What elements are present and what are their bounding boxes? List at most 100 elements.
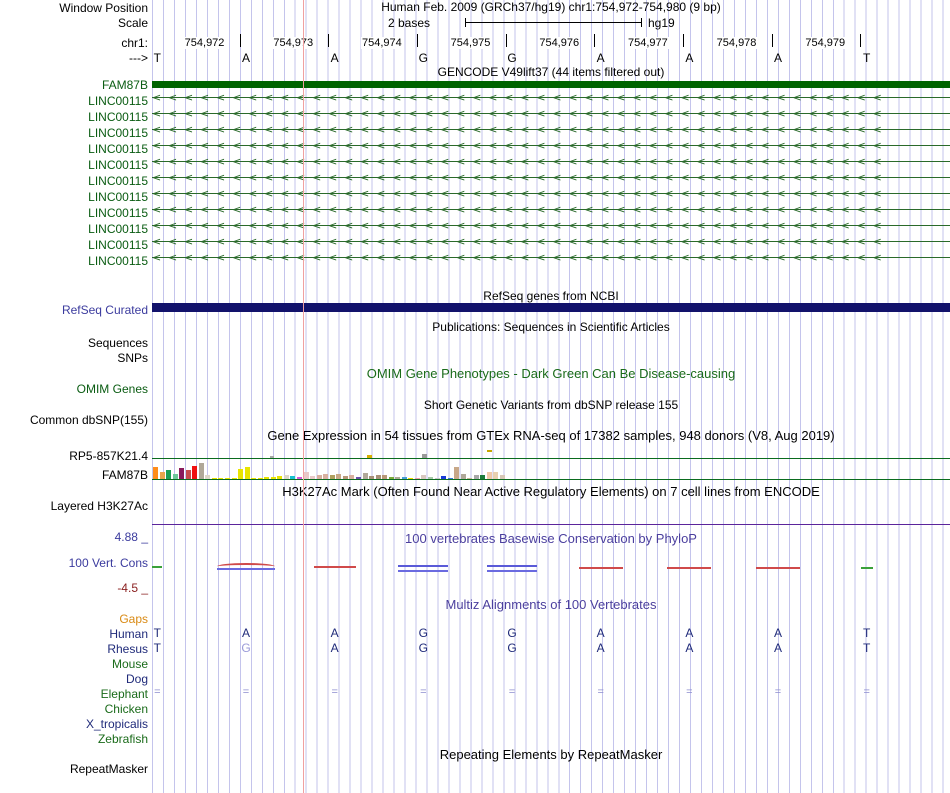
label-gene-linc00115[interactable]: LINC00115 bbox=[88, 142, 148, 156]
gtex-bar[interactable] bbox=[342, 476, 348, 479]
gtex-bar[interactable] bbox=[395, 477, 401, 479]
gtex-bar[interactable] bbox=[251, 478, 257, 479]
gtex-bar[interactable] bbox=[493, 472, 499, 479]
gtex-bar[interactable] bbox=[303, 472, 309, 479]
gtex-bar[interactable] bbox=[198, 463, 204, 479]
label-omim-genes[interactable]: OMIM Genes bbox=[76, 382, 148, 396]
gtex-bar[interactable] bbox=[310, 476, 316, 479]
gtex-bar[interactable] bbox=[218, 478, 224, 479]
label-gene-linc00115[interactable]: LINC00115 bbox=[88, 174, 148, 188]
gene-row-linc00115[interactable]: < < < < < < < < < < < < < < < < < < < < … bbox=[152, 156, 950, 167]
gtex-bar[interactable] bbox=[277, 476, 283, 479]
label-rp5-857k21-4[interactable]: RP5-857K21.4 bbox=[69, 449, 148, 463]
label-gene-linc00115[interactable]: LINC00115 bbox=[88, 94, 148, 108]
gtex-bar[interactable] bbox=[362, 473, 368, 479]
label-gene-linc00115[interactable]: LINC00115 bbox=[88, 110, 148, 124]
gtex-bar[interactable] bbox=[355, 477, 361, 479]
gtex-bar[interactable] bbox=[166, 470, 172, 479]
label-100-vert-cons[interactable]: 100 Vert. Cons bbox=[68, 556, 148, 570]
label-species-rhesus[interactable]: Rhesus bbox=[107, 642, 148, 656]
label-gene-linc00115[interactable]: LINC00115 bbox=[88, 126, 148, 140]
gtex-bar[interactable] bbox=[480, 475, 486, 479]
label-species-chicken[interactable]: Chicken bbox=[104, 702, 148, 716]
gtex-bar[interactable] bbox=[257, 478, 263, 479]
gtex-bar[interactable] bbox=[467, 478, 473, 479]
label-species-dog[interactable]: Dog bbox=[125, 672, 148, 686]
label-species-x-tropicalis[interactable]: X_tropicalis bbox=[85, 717, 148, 731]
label-gene-linc00115[interactable]: LINC00115 bbox=[88, 158, 148, 172]
track-data-column[interactable]: Human Feb. 2009 (GRCh37/hg19) chr1:754,9… bbox=[152, 0, 950, 793]
label-snps[interactable]: SNPs bbox=[117, 351, 148, 365]
label-species-human[interactable]: Human bbox=[109, 627, 148, 641]
refseq-curated-block[interactable] bbox=[152, 303, 950, 312]
gtex-bar[interactable] bbox=[408, 478, 414, 479]
gtex-bar[interactable] bbox=[283, 475, 289, 479]
gtex-bar[interactable] bbox=[297, 477, 303, 479]
gene-row-fam87b[interactable] bbox=[152, 79, 950, 90]
gtex-bar[interactable] bbox=[316, 475, 322, 479]
gtex-bar[interactable] bbox=[179, 468, 185, 479]
label-common-dbsnp[interactable]: Common dbSNP(155) bbox=[29, 413, 148, 427]
label-gaps[interactable]: Gaps bbox=[119, 612, 148, 626]
label-gene-linc00115[interactable]: LINC00115 bbox=[88, 222, 148, 236]
gtex-bar[interactable] bbox=[323, 474, 329, 479]
gtex-bar[interactable] bbox=[336, 474, 342, 479]
label-gene-linc00115[interactable]: LINC00115 bbox=[88, 238, 148, 252]
gtex-row-rp5[interactable] bbox=[152, 444, 950, 462]
gtex-bar[interactable] bbox=[211, 478, 217, 479]
gtex-row-fam87b[interactable] bbox=[152, 462, 950, 482]
gtex-bar[interactable] bbox=[382, 475, 388, 479]
gene-row-linc00115[interactable]: < < < < < < < < < < < < < < < < < < < < … bbox=[152, 92, 950, 103]
gtex-bar[interactable] bbox=[454, 467, 460, 479]
gtex-bar[interactable] bbox=[388, 477, 394, 479]
gtex-bar-chart[interactable] bbox=[153, 462, 507, 479]
gtex-bar[interactable] bbox=[159, 472, 165, 479]
gtex-bar[interactable] bbox=[375, 475, 381, 479]
gene-row-linc00115[interactable]: < < < < < < < < < < < < < < < < < < < < … bbox=[152, 108, 950, 119]
gtex-bar[interactable] bbox=[185, 470, 191, 479]
gene-row-linc00115[interactable]: < < < < < < < < < < < < < < < < < < < < … bbox=[152, 236, 950, 247]
gtex-bar[interactable] bbox=[473, 475, 479, 479]
gtex-bar[interactable] bbox=[264, 477, 270, 479]
label-gene-linc00115[interactable]: LINC00115 bbox=[88, 206, 148, 220]
label-gene-linc00115[interactable]: LINC00115 bbox=[88, 190, 148, 204]
gtex-bar[interactable] bbox=[460, 474, 466, 479]
gtex-bar[interactable] bbox=[401, 477, 407, 479]
gtex-bar[interactable] bbox=[225, 478, 231, 479]
label-species-elephant[interactable]: Elephant bbox=[100, 687, 148, 701]
gtex-bar[interactable] bbox=[270, 477, 276, 479]
gtex-bar[interactable] bbox=[349, 475, 355, 479]
gtex-bar[interactable] bbox=[231, 478, 237, 479]
gene-row-linc00115[interactable]: < < < < < < < < < < < < < < < < < < < < … bbox=[152, 124, 950, 135]
gtex-bar[interactable] bbox=[499, 475, 505, 479]
gtex-bar[interactable] bbox=[414, 478, 420, 479]
gene-row-linc00115[interactable]: < < < < < < < < < < < < < < < < < < < < … bbox=[152, 220, 950, 231]
gtex-bar[interactable] bbox=[369, 476, 375, 479]
gtex-bar[interactable] bbox=[172, 474, 178, 479]
ruler[interactable]: 754,972 754,973 754,974 754,975 754,976 754,9… bbox=[152, 0, 950, 66]
gtex-bar[interactable] bbox=[486, 472, 492, 479]
gene-block-fam87b[interactable] bbox=[152, 81, 950, 88]
label-species-mouse[interactable]: Mouse bbox=[111, 657, 148, 671]
gtex-bar[interactable] bbox=[238, 469, 244, 479]
gene-row-linc00115[interactable]: < < < < < < < < < < < < < < < < < < < < … bbox=[152, 252, 950, 263]
gene-row-linc00115[interactable]: < < < < < < < < < < < < < < < < < < < < … bbox=[152, 140, 950, 151]
gene-row-linc00115[interactable]: < < < < < < < < < < < < < < < < < < < < … bbox=[152, 188, 950, 199]
gtex-bar[interactable] bbox=[192, 466, 198, 479]
gtex-bar[interactable] bbox=[427, 477, 433, 479]
label-refseq-curated[interactable]: RefSeq Curated bbox=[61, 303, 148, 317]
label-sequences[interactable]: Sequences bbox=[87, 336, 148, 350]
gene-row-linc00115[interactable]: < < < < < < < < < < < < < < < < < < < < … bbox=[152, 204, 950, 215]
label-gtex-fam87b[interactable]: FAM87B bbox=[101, 468, 148, 482]
label-repeatmasker[interactable]: RepeatMasker bbox=[69, 762, 148, 776]
gtex-bar[interactable] bbox=[441, 476, 447, 479]
gtex-bar[interactable] bbox=[205, 475, 211, 479]
gtex-bar[interactable] bbox=[153, 467, 158, 479]
gtex-bar[interactable] bbox=[290, 476, 296, 479]
gtex-bar[interactable] bbox=[434, 478, 440, 479]
gene-row-linc00115[interactable]: < < < < < < < < < < < < < < < < < < < < … bbox=[152, 172, 950, 183]
label-species-zebrafish[interactable]: Zebrafish bbox=[97, 732, 148, 746]
gtex-bar[interactable] bbox=[329, 475, 335, 479]
conservation-wiggle[interactable] bbox=[152, 562, 950, 580]
gtex-bar[interactable] bbox=[244, 467, 250, 479]
